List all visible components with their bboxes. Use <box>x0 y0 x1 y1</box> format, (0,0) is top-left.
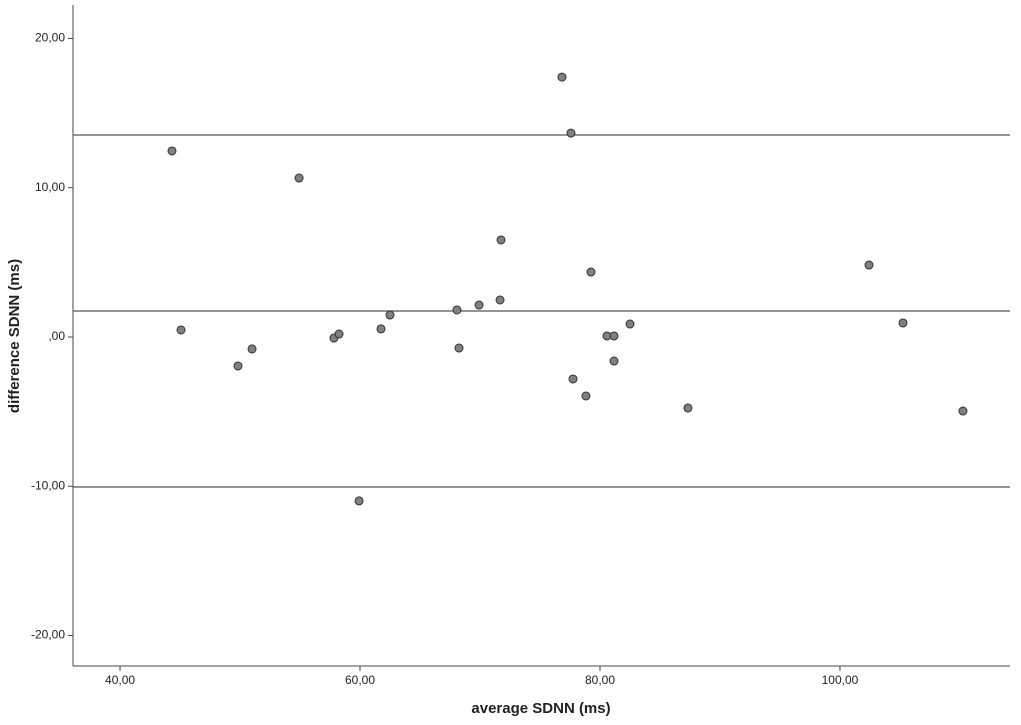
point <box>625 319 635 329</box>
point <box>334 329 344 339</box>
point <box>176 325 186 335</box>
x-tick-label: 80,00 <box>585 673 615 687</box>
point <box>385 310 395 320</box>
point <box>581 391 591 401</box>
x-tick-label: 60,00 <box>345 673 375 687</box>
point <box>898 318 908 328</box>
y-tick-label: ,00 <box>48 329 65 343</box>
point <box>454 343 464 353</box>
point <box>864 260 874 270</box>
point <box>233 361 243 371</box>
x-tick-label: 40,00 <box>105 673 135 687</box>
point <box>354 496 364 506</box>
y-tick-label: -10,00 <box>31 478 65 492</box>
point <box>376 324 386 334</box>
point <box>683 403 693 413</box>
point <box>586 267 596 277</box>
x-tick-label: 100,00 <box>822 673 859 687</box>
point <box>958 406 968 416</box>
point <box>474 300 484 310</box>
point <box>452 305 462 315</box>
point <box>167 146 177 156</box>
y-tick-label: -20,00 <box>31 628 65 642</box>
point <box>247 344 257 354</box>
point <box>568 374 578 384</box>
point <box>566 128 576 138</box>
point <box>495 295 505 305</box>
point <box>609 356 619 366</box>
y-tick-label: 20,00 <box>35 31 65 45</box>
y-axis-label: difference SDNN (ms) <box>6 259 23 413</box>
x-axis-label: average SDNN (ms) <box>471 700 610 717</box>
point <box>496 235 506 245</box>
point <box>294 173 304 183</box>
y-tick-label: 10,00 <box>35 180 65 194</box>
point <box>557 72 567 82</box>
point <box>609 331 619 341</box>
